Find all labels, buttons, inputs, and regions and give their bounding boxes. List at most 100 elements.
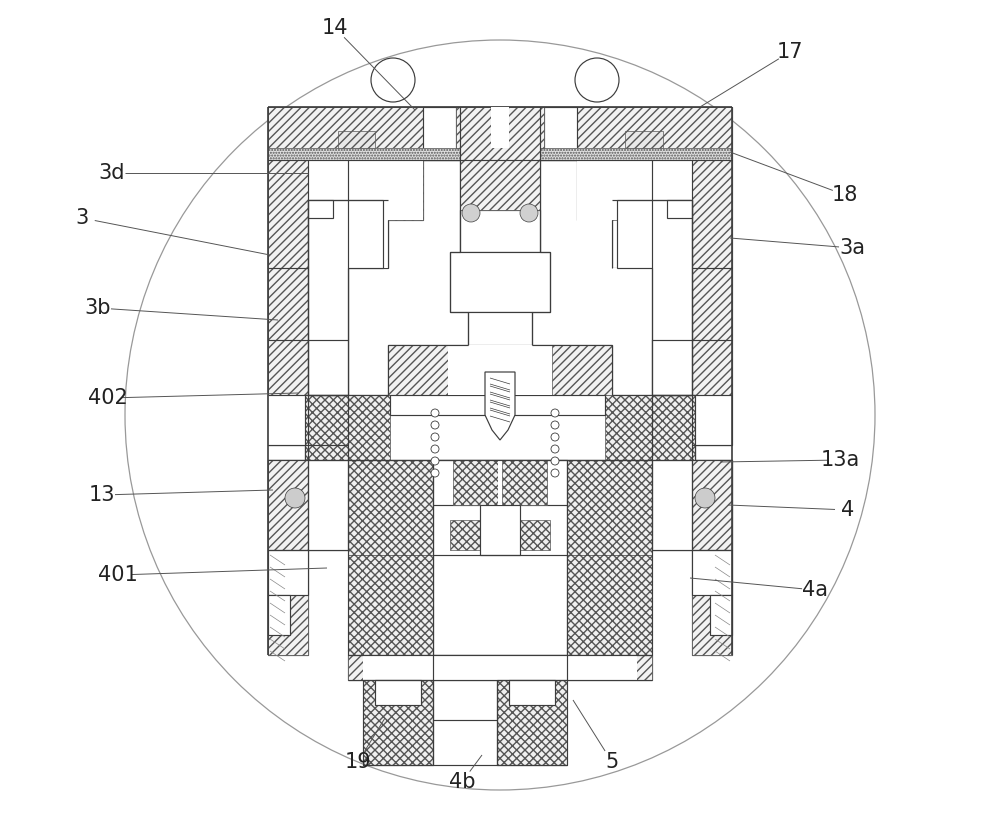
- Polygon shape: [460, 210, 540, 252]
- Bar: [433, 460, 567, 505]
- Circle shape: [520, 204, 538, 222]
- Bar: [375, 680, 421, 705]
- Bar: [692, 460, 732, 655]
- Bar: [577, 160, 732, 220]
- Text: 4b: 4b: [449, 772, 475, 792]
- Circle shape: [431, 433, 439, 441]
- Circle shape: [551, 421, 559, 429]
- Circle shape: [695, 488, 715, 508]
- Polygon shape: [433, 680, 497, 765]
- Polygon shape: [268, 395, 305, 445]
- Bar: [268, 460, 308, 655]
- Text: 3d: 3d: [99, 163, 125, 183]
- Bar: [268, 160, 423, 220]
- Circle shape: [285, 488, 305, 508]
- Polygon shape: [456, 107, 544, 148]
- Polygon shape: [625, 131, 663, 148]
- Polygon shape: [268, 595, 290, 635]
- Text: 5: 5: [605, 752, 619, 772]
- Circle shape: [575, 58, 619, 102]
- Bar: [268, 160, 348, 340]
- Bar: [577, 107, 732, 160]
- Text: 402: 402: [88, 388, 128, 408]
- Text: 17: 17: [777, 42, 803, 62]
- Polygon shape: [460, 107, 540, 210]
- Bar: [363, 680, 433, 765]
- Polygon shape: [348, 655, 652, 680]
- Polygon shape: [433, 460, 567, 655]
- Text: 3: 3: [75, 208, 89, 228]
- Circle shape: [431, 445, 439, 453]
- Polygon shape: [692, 460, 732, 655]
- Circle shape: [551, 469, 559, 477]
- Bar: [450, 520, 480, 550]
- Bar: [423, 107, 577, 160]
- Bar: [453, 460, 498, 505]
- Polygon shape: [338, 131, 375, 148]
- Text: 4a: 4a: [802, 580, 828, 600]
- Circle shape: [431, 409, 439, 417]
- Circle shape: [551, 445, 559, 453]
- Polygon shape: [667, 200, 692, 218]
- Bar: [390, 395, 605, 415]
- Polygon shape: [695, 395, 732, 445]
- Bar: [448, 345, 552, 395]
- Polygon shape: [468, 312, 532, 345]
- Polygon shape: [268, 550, 308, 595]
- Bar: [652, 340, 732, 395]
- Polygon shape: [388, 345, 612, 395]
- Polygon shape: [652, 340, 732, 445]
- Bar: [268, 148, 732, 160]
- Bar: [605, 395, 695, 460]
- Bar: [268, 340, 348, 395]
- Bar: [460, 107, 540, 210]
- Text: 14: 14: [322, 18, 348, 38]
- Polygon shape: [268, 107, 732, 160]
- Bar: [652, 160, 732, 340]
- Polygon shape: [652, 460, 692, 550]
- Text: 3a: 3a: [839, 238, 865, 258]
- Polygon shape: [450, 252, 550, 312]
- Bar: [305, 395, 390, 460]
- Polygon shape: [268, 460, 308, 655]
- Circle shape: [551, 457, 559, 465]
- Bar: [498, 460, 502, 505]
- Polygon shape: [617, 200, 692, 395]
- Polygon shape: [308, 200, 333, 218]
- Text: 19: 19: [345, 752, 371, 772]
- Bar: [567, 460, 652, 655]
- Bar: [497, 680, 567, 765]
- Circle shape: [462, 204, 480, 222]
- Circle shape: [431, 469, 439, 477]
- Bar: [268, 148, 732, 160]
- Polygon shape: [485, 372, 515, 440]
- Bar: [480, 505, 520, 555]
- Bar: [348, 655, 652, 680]
- Bar: [460, 210, 540, 252]
- Circle shape: [125, 40, 875, 790]
- Text: 18: 18: [832, 185, 858, 205]
- Text: 401: 401: [98, 565, 138, 585]
- Circle shape: [371, 58, 415, 102]
- Circle shape: [431, 457, 439, 465]
- Text: 13a: 13a: [820, 450, 860, 470]
- Bar: [509, 107, 544, 148]
- Polygon shape: [268, 460, 732, 550]
- Circle shape: [551, 409, 559, 417]
- Bar: [552, 345, 612, 395]
- Polygon shape: [577, 160, 732, 340]
- Bar: [502, 460, 547, 505]
- Polygon shape: [308, 160, 423, 340]
- Bar: [348, 460, 433, 655]
- Polygon shape: [268, 340, 348, 445]
- Bar: [388, 345, 448, 395]
- Text: 3b: 3b: [85, 298, 111, 318]
- Polygon shape: [308, 200, 383, 395]
- Bar: [456, 107, 491, 148]
- Circle shape: [431, 421, 439, 429]
- Polygon shape: [577, 160, 692, 340]
- Text: 13: 13: [89, 485, 115, 505]
- Text: 4: 4: [841, 500, 855, 520]
- Bar: [491, 107, 509, 148]
- Bar: [268, 107, 423, 160]
